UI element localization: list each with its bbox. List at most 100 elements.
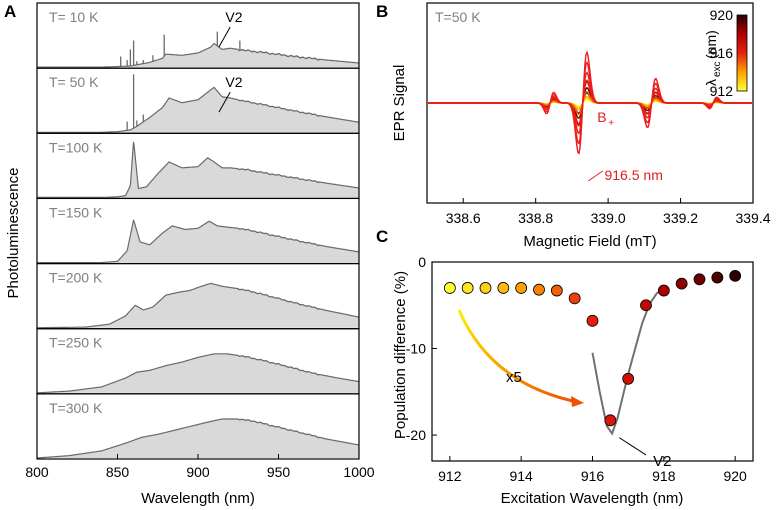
data-point: [515, 282, 528, 294]
panel-b-label: B: [376, 2, 388, 21]
population-plot: x5 V2 912 914 916 918 920 0 -10 -20: [406, 254, 754, 484]
colorbar-label-subscript: exc: [712, 61, 723, 77]
population-x-axis-label: Excitation Wavelength (nm): [501, 490, 684, 507]
epr-x-tick-label: 338.8: [518, 210, 553, 226]
x5-label: x5: [506, 369, 522, 386]
epr-temperature-label: T=50 K: [435, 9, 481, 25]
colorbar-tick-label: 920: [710, 7, 734, 23]
pl-spectrum-line: [37, 418, 360, 459]
panel-c: C x5 V2 912 914 916 918 920 0 -10 -20 Excitation …: [376, 227, 754, 507]
pl-spectrum-line: [37, 42, 359, 68]
v2-label: V2: [653, 453, 671, 470]
epr-x-tick-label: 339.4: [735, 210, 770, 226]
data-point: [533, 283, 545, 296]
data-point: [497, 282, 510, 294]
pl-spectrum-line: [37, 218, 360, 264]
x5-arrow: [457, 309, 574, 403]
temperature-label: T=100 K: [49, 139, 103, 155]
pl-spectrum-panel: T=300 K: [36, 393, 360, 460]
temperature-label: T=200 K: [49, 270, 103, 286]
temperature-label: T=150 K: [49, 204, 103, 220]
pl-y-axis-label: Photoluminescence: [5, 168, 22, 299]
panel-a: A V2 T= 10 K V2 T= 50 K T=100 K T=150 K T=200 …: [4, 2, 375, 507]
pl-spectrum-panel: V2 T= 10 K: [36, 2, 360, 69]
temperature-label: T= 10 K: [49, 9, 99, 25]
data-point: [640, 299, 652, 312]
panel-c-label: C: [376, 227, 388, 246]
pl-spectrum-panel: V2 T= 50 K: [36, 67, 360, 134]
temperature-label: T= 50 K: [49, 74, 99, 90]
data-point: [693, 273, 706, 286]
data-point: [711, 271, 724, 284]
pl-x-axis-label: Wavelength (nm): [141, 490, 255, 507]
pl-spectrum-area: [37, 419, 359, 458]
pl-x-axis: 800 850 900 950 1000: [25, 454, 375, 480]
pl-x-tick-label: 850: [106, 464, 130, 480]
epr-x-tick-label: 339.2: [663, 210, 698, 226]
data-point: [657, 284, 670, 297]
pl-spectrum-panel: T=150 K: [36, 197, 360, 265]
x5-arrow-head: [571, 396, 584, 407]
population-x-tick-label: 914: [509, 468, 533, 484]
data-point: [568, 292, 581, 305]
pl-spectrum-line: [37, 86, 360, 133]
pl-x-tick-label: 900: [186, 464, 210, 480]
colorbar-tick-label: 912: [710, 83, 734, 99]
data-point: [550, 284, 563, 297]
panel-a-label: A: [4, 2, 16, 21]
v2-pointer-line: [218, 26, 231, 48]
population-y-tick-label: -20: [406, 427, 426, 443]
pl-spectrum-line: [37, 141, 360, 198]
population-frame: [431, 261, 754, 462]
pl-spectrum-area: [37, 283, 359, 328]
pl-spectrum-panel: T=200 K: [36, 262, 360, 330]
wavelength-pointer-line: [587, 170, 603, 182]
data-point: [729, 269, 742, 282]
pl-x-tick-label: 1000: [343, 464, 374, 480]
pl-spectrum-area: [37, 220, 359, 263]
pl-spectrum-area: [37, 142, 359, 198]
b-plus-subscript: +: [608, 118, 614, 129]
epr-spectrum-line: [428, 50, 752, 155]
data-point: [586, 314, 599, 327]
population-y-tick-label: -10: [406, 341, 426, 357]
pl-spectrum-panel: T=100 K: [36, 132, 360, 200]
temperature-label: T=300 K: [49, 400, 103, 416]
data-point: [622, 372, 635, 385]
pl-x-tick-label: 950: [267, 464, 291, 480]
data-point: [479, 282, 492, 294]
v2-annotation: V2: [225, 74, 242, 90]
epr-x-tick-label: 338.6: [446, 210, 481, 226]
colorbar-label-unit: (nm): [703, 30, 719, 59]
pl-spectrum-panel: T=250 K: [36, 328, 360, 395]
population-x-tick-label: 912: [438, 468, 462, 484]
temperature-label: T=250 K: [49, 335, 103, 351]
wavelength-label: 916.5 nm: [604, 167, 662, 183]
v2-annotation: V2: [225, 9, 242, 25]
pl-spectra-stack: V2 T= 10 K V2 T= 50 K T=100 K T=150 K T=200 K T…: [36, 2, 360, 460]
population-y-axis-label: Population difference (%): [392, 271, 409, 439]
data-point: [443, 282, 456, 294]
epr-x-axis-label: Magnetic Field (mT): [523, 233, 656, 250]
pl-spectrum-area: [37, 87, 359, 133]
v2-pointer-line: [218, 91, 231, 113]
pl-spectrum-area: [37, 43, 359, 68]
colorbar-tick-label: 916: [710, 45, 734, 61]
pl-spectrum-line: [37, 282, 360, 329]
population-x-tick-label: 920: [723, 468, 747, 484]
data-point: [461, 282, 474, 294]
b-plus-label: B: [597, 109, 606, 125]
colorbar-label: λ exc (nm): [703, 30, 723, 86]
epr-x-tick-label: 339.0: [591, 210, 626, 226]
colorbar-label-symbol: λ: [703, 79, 719, 86]
v2-pointer-line: [618, 437, 647, 456]
pl-spectrum-line: [36, 353, 360, 394]
data-point: [675, 277, 688, 290]
population-x-tick-label: 918: [652, 468, 676, 484]
population-y-tick-label: 0: [418, 254, 426, 270]
pl-x-tick-label: 800: [25, 464, 49, 480]
epr-y-axis-label: EPR Signal: [391, 65, 408, 142]
colorbar: [736, 14, 748, 92]
